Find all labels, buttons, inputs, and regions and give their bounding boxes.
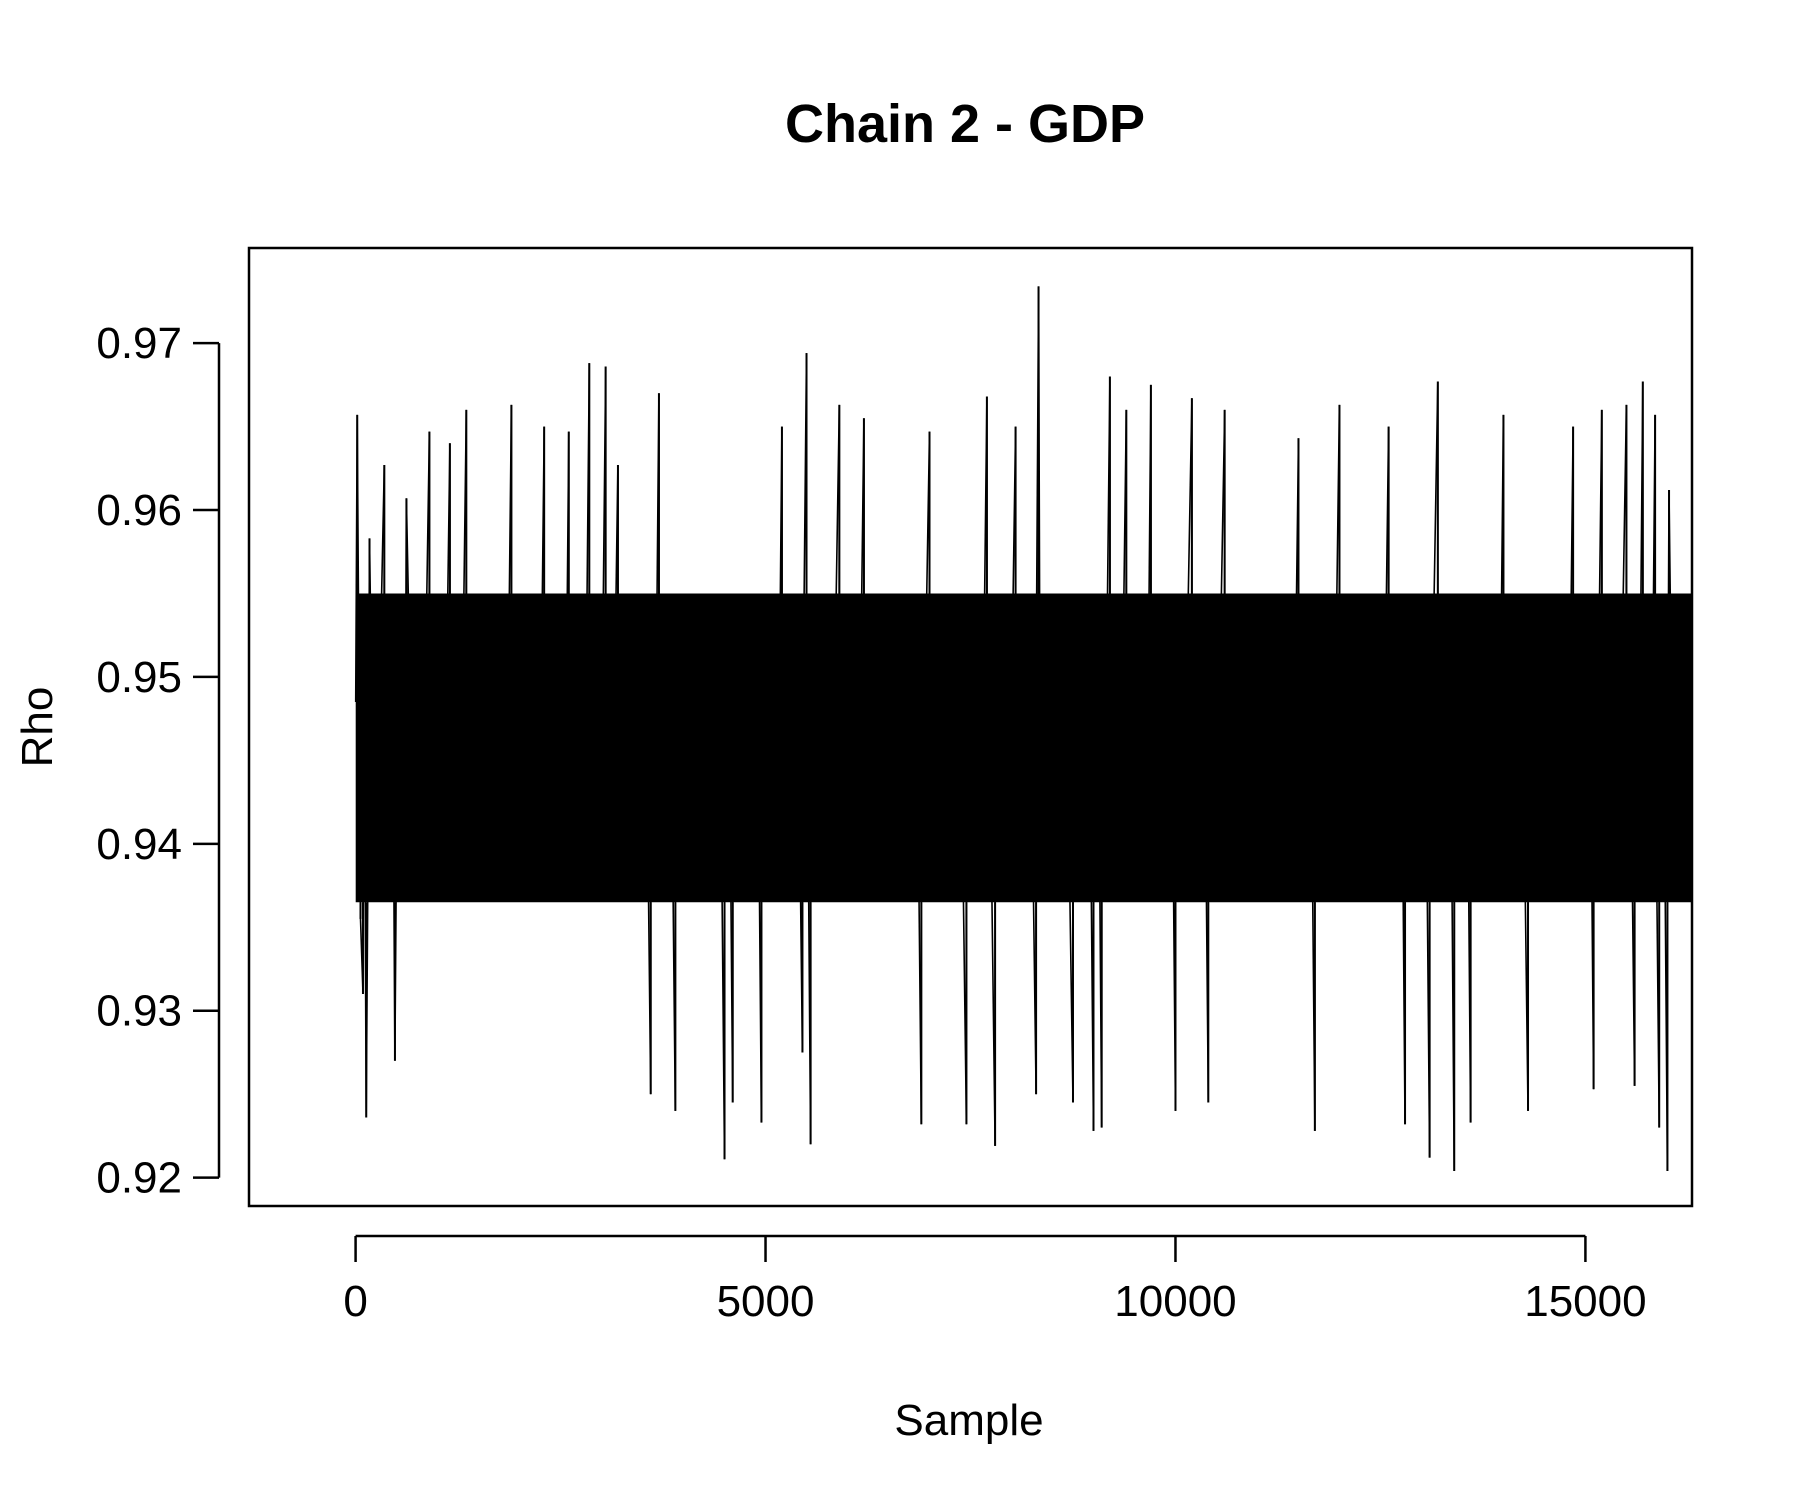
y-tick-label: 0.95 bbox=[96, 653, 182, 702]
trace-line bbox=[354, 286, 1692, 1172]
trace-core bbox=[355, 593, 1692, 903]
x-tick-label: 10000 bbox=[1114, 1277, 1236, 1326]
y-axis-label: Rho bbox=[13, 687, 62, 768]
y-tick-label: 0.93 bbox=[96, 987, 182, 1036]
y-tick-label: 0.92 bbox=[96, 1154, 182, 1203]
y-axis: 0.92 0.93 0.94 0.95 0.96 0.97 bbox=[96, 319, 221, 1203]
trace-series bbox=[354, 286, 1692, 1172]
y-tick-label: 0.96 bbox=[96, 486, 182, 535]
x-axis: 0 5000 10000 15000 bbox=[343, 1234, 1647, 1326]
chart-title: Chain 2 - GDP bbox=[785, 94, 1145, 154]
y-tick-label: 0.94 bbox=[96, 820, 182, 869]
x-tick-label: 15000 bbox=[1524, 1277, 1646, 1326]
x-tick-label: 5000 bbox=[717, 1277, 815, 1326]
y-tick-label: 0.97 bbox=[96, 319, 182, 368]
x-tick-label: 0 bbox=[343, 1277, 367, 1326]
x-axis-label: Sample bbox=[894, 1396, 1043, 1445]
